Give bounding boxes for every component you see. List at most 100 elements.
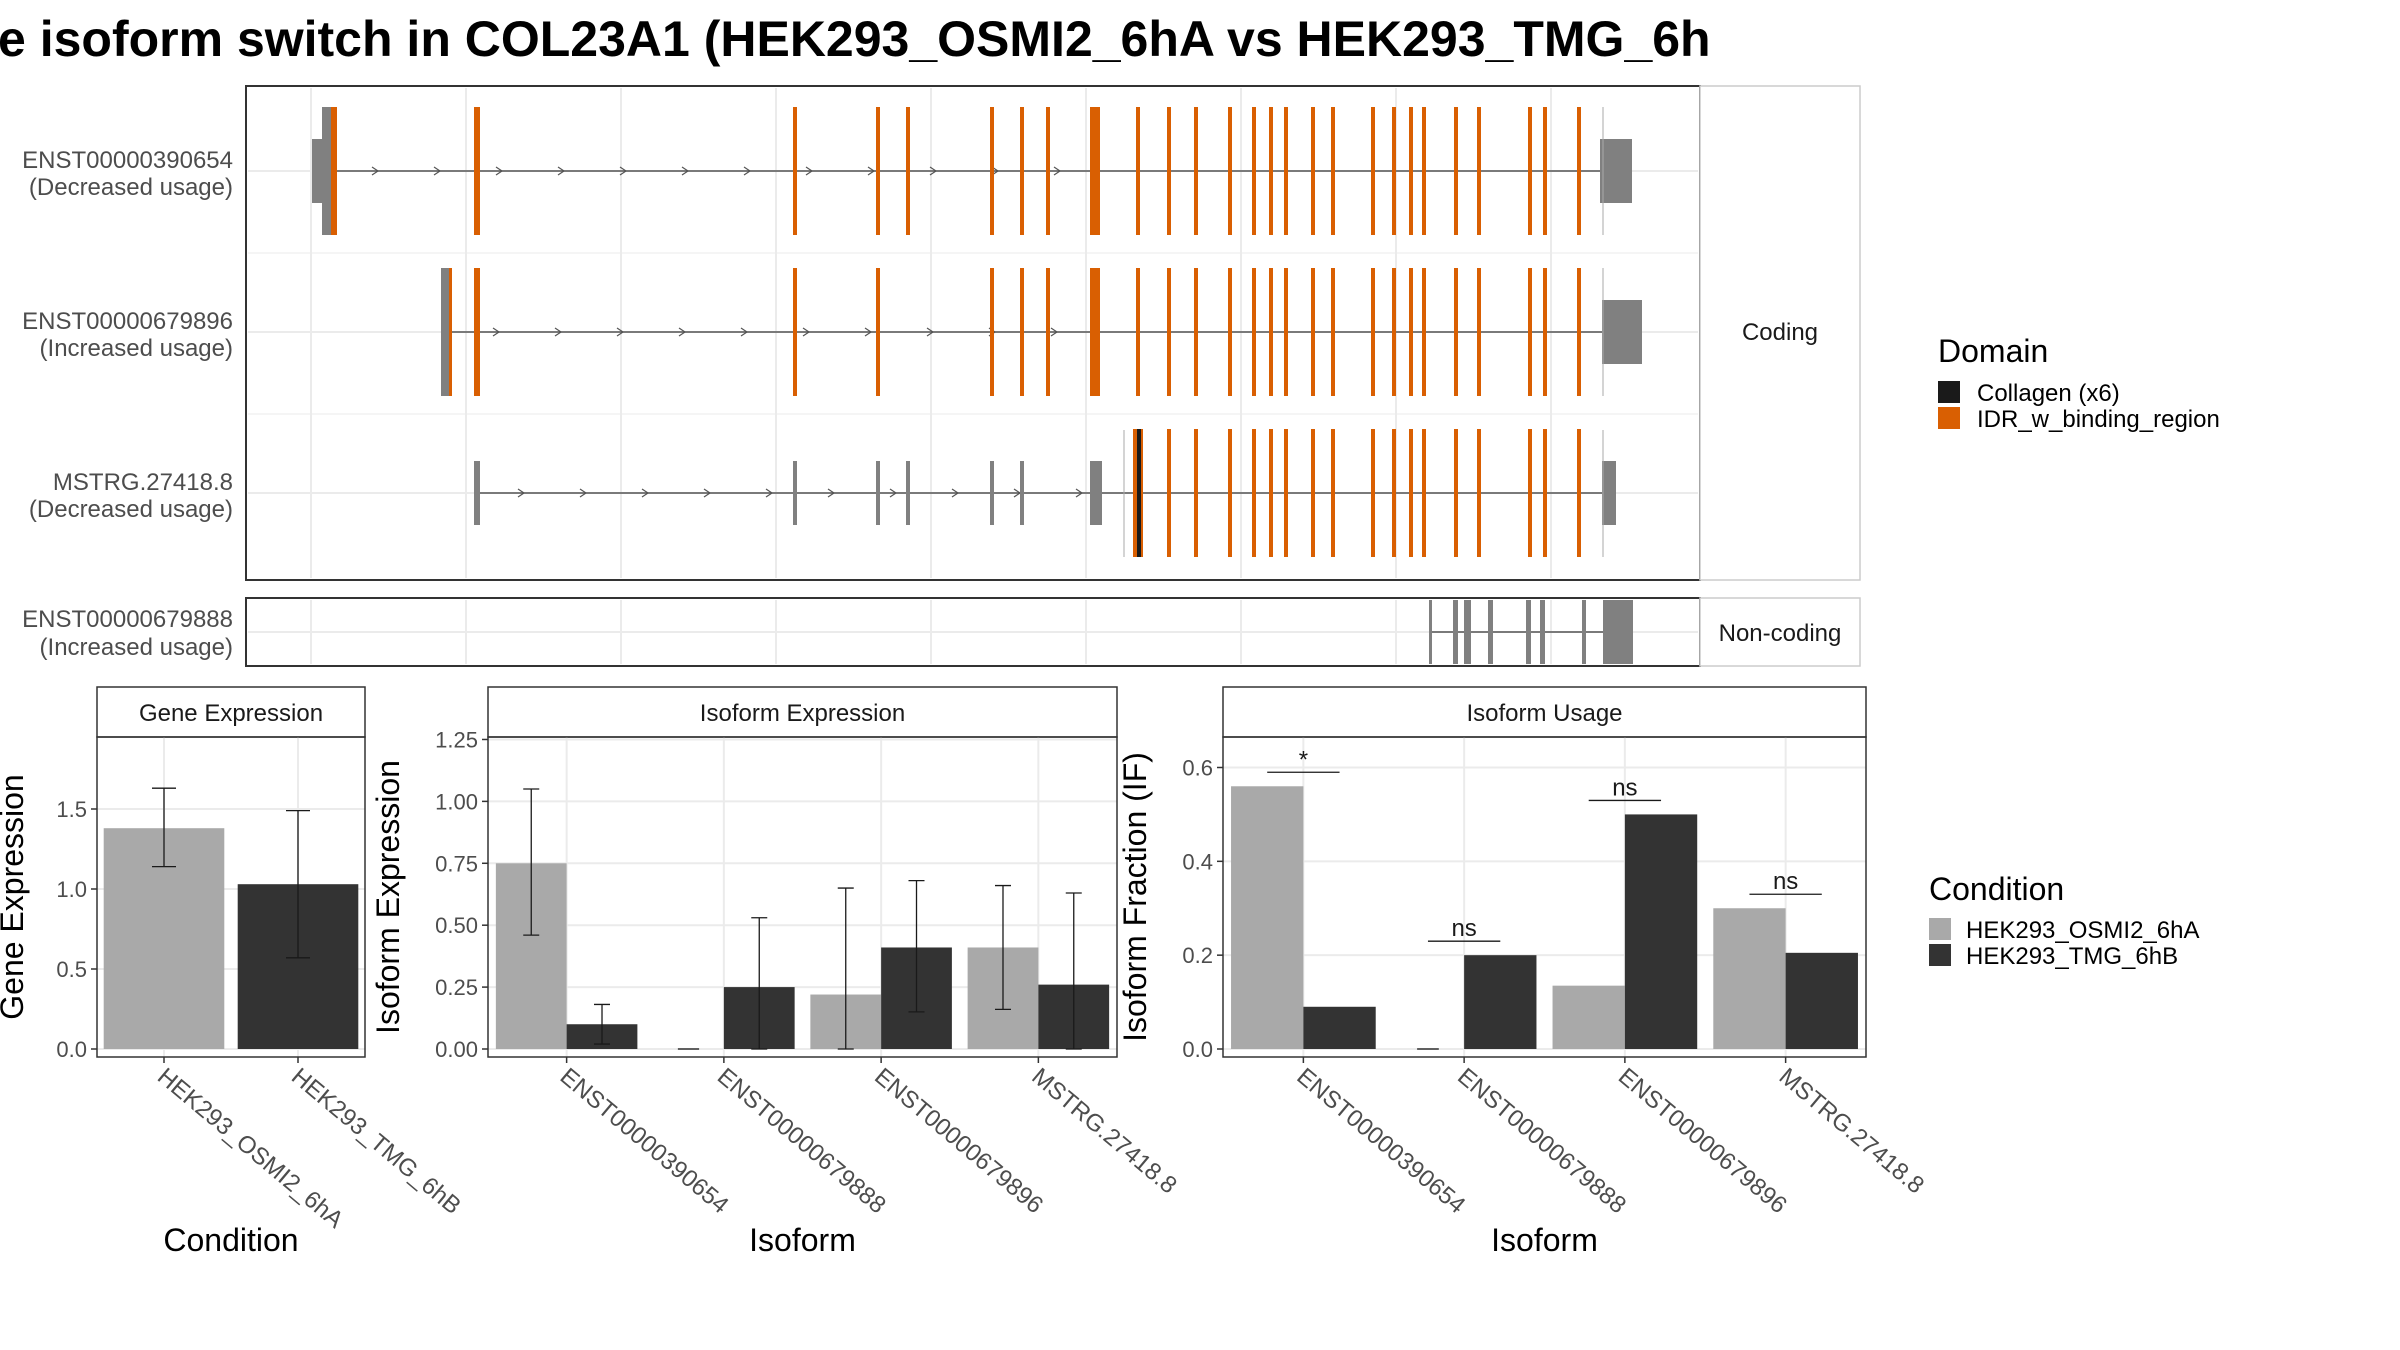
exon <box>1090 461 1102 525</box>
exon <box>1228 268 1232 396</box>
exon <box>793 268 797 396</box>
strand-arrow <box>740 327 749 337</box>
strand-arrow <box>616 327 625 337</box>
exon <box>1528 107 1532 235</box>
strand-arrow <box>929 166 938 176</box>
noncoding-strip <box>1699 597 1861 667</box>
exon <box>1429 600 1432 664</box>
strand-arrow <box>743 166 752 176</box>
bar <box>1713 908 1786 1049</box>
exon <box>1252 429 1256 557</box>
y-tick-label: 0.25 <box>435 975 478 1000</box>
y-axis-title: Isoform Expression <box>370 760 406 1034</box>
exon <box>793 461 797 525</box>
panel-strip <box>487 686 1118 738</box>
exon <box>1046 268 1050 396</box>
y-tick-label: 1.25 <box>435 727 478 752</box>
strand-arrow <box>1050 327 1059 337</box>
exon <box>331 107 337 235</box>
exon <box>1409 107 1413 235</box>
y-tick-label: 0.5 <box>56 957 87 982</box>
strand-arrow <box>554 327 563 337</box>
bar <box>1624 814 1698 1049</box>
significance-label: ns <box>1773 868 1798 895</box>
strand-arrow <box>681 166 690 176</box>
y-tick-label: 0.0 <box>1182 1037 1213 1062</box>
chart-panel: Gene Expression0.00.51.01.5HEK293_OSMI2_… <box>0 686 466 1258</box>
exon <box>1454 429 1458 557</box>
exon <box>990 461 994 525</box>
exon <box>1046 107 1050 235</box>
exon <box>1543 429 1547 557</box>
strand-arrow <box>495 166 504 176</box>
exon <box>1020 107 1024 235</box>
bar <box>1303 1006 1376 1049</box>
y-tick-label: 0.0 <box>56 1037 87 1062</box>
transcript-label-note: (Decreased usage) <box>29 496 233 523</box>
exon <box>1577 268 1581 396</box>
exon <box>1137 429 1141 557</box>
strand-arrow <box>678 327 687 337</box>
exon <box>1392 429 1396 557</box>
strand-arrow <box>889 488 898 498</box>
exon <box>1371 268 1375 396</box>
exon <box>1600 139 1632 203</box>
exon <box>1136 268 1140 396</box>
strand-arrow <box>619 166 628 176</box>
transcript-track <box>1429 600 1633 664</box>
exon <box>1228 429 1232 557</box>
exon <box>1577 107 1581 235</box>
exon <box>876 461 880 525</box>
legend-label-cond2: HEK293_TMG_6hB <box>1966 943 2178 970</box>
legend-swatch-cond2 <box>1929 944 1951 966</box>
exon <box>1488 600 1493 664</box>
transcript-structure-panel: Coding Non-coding ENST00000390654 (Decre… <box>22 85 1861 667</box>
exon <box>1454 268 1458 396</box>
exon <box>1422 107 1426 235</box>
bar <box>1231 786 1304 1049</box>
exon <box>1409 268 1413 396</box>
legend-swatch-collagen <box>1938 381 1960 403</box>
strand-arrow <box>371 166 380 176</box>
exon <box>1477 107 1481 235</box>
noncoding-strip-label: Non-coding <box>1719 620 1842 647</box>
y-tick-label: 1.00 <box>435 789 478 814</box>
strand-arrow <box>557 166 566 176</box>
exon <box>1602 300 1642 364</box>
strand-arrow <box>926 327 935 337</box>
exon <box>1528 429 1532 557</box>
exon <box>793 107 797 235</box>
exon <box>1543 268 1547 396</box>
exon <box>1141 429 1143 557</box>
exon <box>1543 107 1547 235</box>
transcript-track <box>312 107 1632 235</box>
legend-swatch-cond1 <box>1929 918 1951 940</box>
exon <box>1603 600 1633 664</box>
exon <box>474 461 480 525</box>
exon <box>1464 600 1471 664</box>
exon <box>1133 429 1137 557</box>
exon <box>441 268 449 396</box>
exon <box>1167 268 1171 396</box>
exon <box>1582 600 1586 664</box>
exon <box>1477 268 1481 396</box>
exon <box>1252 268 1256 396</box>
exon <box>1136 107 1140 235</box>
exon <box>1090 268 1100 396</box>
exon <box>1331 429 1335 557</box>
y-tick-label: 0.50 <box>435 913 478 938</box>
panel-strip <box>96 686 366 738</box>
significance-label: ns <box>1451 915 1476 942</box>
exon <box>1284 107 1288 235</box>
strand-arrow <box>864 327 873 337</box>
strand-arrow <box>805 166 814 176</box>
exon <box>906 107 910 235</box>
coding-strip-label: Coding <box>1742 319 1818 346</box>
transcript-tracks <box>312 107 1642 664</box>
exon <box>1577 429 1581 557</box>
exon <box>1167 107 1171 235</box>
exon <box>1392 107 1396 235</box>
panel-border <box>487 736 1118 1058</box>
transcript-label-note: (Increased usage) <box>40 335 233 362</box>
